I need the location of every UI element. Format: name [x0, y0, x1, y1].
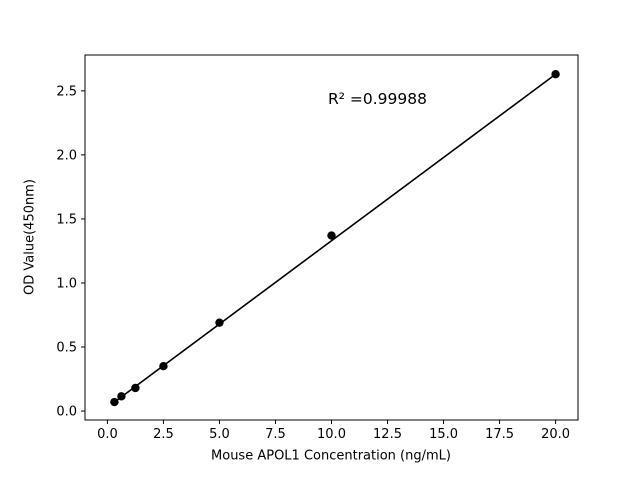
y-tick-label: 0.5	[56, 341, 77, 356]
data-point	[551, 70, 560, 79]
y-tick-label: 2.5	[56, 84, 77, 99]
y-tick-label: 0.0	[56, 405, 77, 420]
r-squared-annotation: R² =0.99988	[328, 90, 427, 108]
x-axis-label: Mouse APOL1 Concentration (ng/mL)	[211, 448, 451, 464]
fit-line	[113, 73, 557, 403]
x-tick-label: 10.0	[317, 427, 346, 442]
y-axis-label: OD Value(450nm)	[22, 179, 38, 295]
x-tick-label: 12.5	[373, 427, 402, 442]
data-point	[117, 392, 126, 401]
x-tick-label: 15.0	[429, 427, 458, 442]
y-tick-label: 2.0	[56, 148, 77, 163]
x-tick-label: 17.5	[485, 427, 514, 442]
x-tick-label: 5.0	[209, 427, 230, 442]
data-point	[159, 362, 168, 371]
data-point	[131, 383, 140, 393]
data-point	[327, 231, 336, 240]
data-point	[110, 397, 119, 407]
data-point	[215, 318, 224, 327]
x-tick-label: 0.0	[97, 427, 118, 442]
x-tick-label: 20.0	[541, 427, 570, 442]
x-tick-label: 7.5	[265, 427, 286, 442]
y-tick-label: 1.0	[56, 276, 77, 291]
y-tick-label: 1.5	[56, 212, 77, 227]
x-tick-label: 2.5	[153, 427, 174, 442]
